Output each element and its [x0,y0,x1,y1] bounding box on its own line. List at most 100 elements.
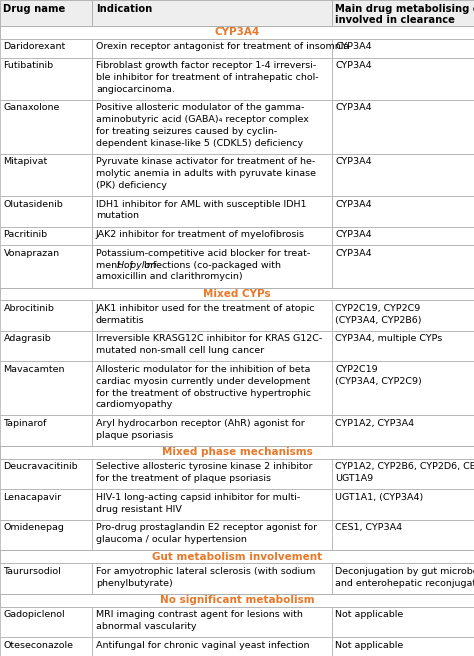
Bar [0,226,92,245]
Text: Fibroblast growth factor receptor 1-4 irreversi-: Fibroblast growth factor receptor 1-4 ir… [96,61,316,70]
Text: Deconjugation by gut microbes: Deconjugation by gut microbes [335,567,474,576]
Text: CYP3A4: CYP3A4 [335,199,372,209]
Bar [332,331,474,361]
Text: Taurursodiol: Taurursodiol [3,567,61,576]
Text: cardiomyopathy: cardiomyopathy [96,400,173,409]
Bar [92,0,332,26]
Bar [0,361,92,415]
Text: For amyotrophic lateral sclerosis (with sodium: For amyotrophic lateral sclerosis (with … [96,567,315,576]
Text: aminobutyric acid (GABA)₄ receptor complex: aminobutyric acid (GABA)₄ receptor compl… [96,115,309,124]
Text: Pyruvate kinase activator for treatment of he-: Pyruvate kinase activator for treatment … [96,157,315,167]
Text: JAK2 inhibitor for treatment of myelofibrosis: JAK2 inhibitor for treatment of myelofib… [96,230,305,239]
Text: Gadopiclenol: Gadopiclenol [3,610,65,619]
Bar [332,415,474,446]
Bar [92,564,332,594]
Text: Drug name: Drug name [3,3,66,14]
Text: involved in clearance: involved in clearance [335,15,455,26]
Text: angiocarcinoma.: angiocarcinoma. [96,85,175,94]
Text: MRI imaging contrast agent for lesions with: MRI imaging contrast agent for lesions w… [96,610,303,619]
Text: CYP2C19: CYP2C19 [335,365,378,374]
Text: Mitapivat: Mitapivat [3,157,48,167]
Text: Omidenepag: Omidenepag [3,523,64,533]
Text: UGT1A9: UGT1A9 [335,474,374,483]
Text: Adagrasib: Adagrasib [3,335,51,344]
Text: IDH1 inhibitor for AML with susceptible IDH1: IDH1 inhibitor for AML with susceptible … [96,199,306,209]
Text: Futibatinib: Futibatinib [3,61,54,70]
Text: Mixed CYPs: Mixed CYPs [203,289,271,299]
Bar [0,489,92,520]
Bar [0,637,92,656]
Bar [332,100,474,154]
Bar [332,637,474,656]
Text: for treating seizures caused by cyclin-: for treating seizures caused by cyclin- [96,127,277,136]
Text: Irreversible KRASG12C inhibitor for KRAS G12C-: Irreversible KRASG12C inhibitor for KRAS… [96,335,322,344]
Text: amoxicillin and clarithromycin): amoxicillin and clarithromycin) [96,272,243,281]
Text: molytic anemia in adults with pyruvate kinase: molytic anemia in adults with pyruvate k… [96,169,316,178]
Bar [92,361,332,415]
Text: CYP3A4: CYP3A4 [335,157,372,167]
Text: Infections (co-packaged with: Infections (co-packaged with [141,260,281,270]
Bar [0,100,92,154]
Text: CYP3A4: CYP3A4 [214,28,260,37]
Bar [0,459,92,489]
Text: dependent kinase-like 5 (CDKL5) deficiency: dependent kinase-like 5 (CDKL5) deficien… [96,138,303,148]
Bar [332,39,474,58]
Bar [92,226,332,245]
Bar [92,607,332,637]
Text: CYP3A4, multiple CYPs: CYP3A4, multiple CYPs [335,335,443,344]
Text: Allosteric modulator for the inhibition of beta: Allosteric modulator for the inhibition … [96,365,310,374]
Text: Not applicable: Not applicable [335,610,403,619]
Text: CYP1A2, CYP2B6, CYP2D6, CES2,: CYP1A2, CYP2B6, CYP2D6, CES2, [335,462,474,472]
Text: Main drug metabolising enzymes: Main drug metabolising enzymes [335,3,474,14]
Text: No significant metabolism: No significant metabolism [160,595,314,605]
Text: mutated non-small cell lung cancer: mutated non-small cell lung cancer [96,346,264,356]
Bar [0,196,92,226]
Text: CYP3A4: CYP3A4 [335,249,372,258]
Text: CYP2C19, CYP2C9: CYP2C19, CYP2C9 [335,304,420,313]
Bar [0,550,474,564]
Text: Olutasidenib: Olutasidenib [3,199,63,209]
Bar [332,489,474,520]
Text: JAK1 inhibitor used for the treatment of atopic: JAK1 inhibitor used for the treatment of… [96,304,315,313]
Bar [332,154,474,196]
Bar [92,637,332,656]
Text: Lenacapavir: Lenacapavir [3,493,62,502]
Bar [0,287,474,300]
Bar [332,226,474,245]
Bar [92,415,332,446]
Bar [0,564,92,594]
Text: Daridorexant: Daridorexant [3,43,66,51]
Text: mutation: mutation [96,211,139,220]
Bar [0,446,474,459]
Bar [92,154,332,196]
Text: phenylbutyrate): phenylbutyrate) [96,579,173,588]
Text: H. pylori: H. pylori [117,260,157,270]
Text: Ganaxolone: Ganaxolone [3,104,60,112]
Text: Vonaprazan: Vonaprazan [3,249,60,258]
Bar [92,245,332,287]
Text: CES1, CYP3A4: CES1, CYP3A4 [335,523,402,533]
Bar [92,58,332,100]
Bar [332,520,474,550]
Text: dermatitis: dermatitis [96,316,145,325]
Bar [332,564,474,594]
Bar [332,300,474,331]
Text: ble inhibitor for treatment of intrahepatic chol-: ble inhibitor for treatment of intrahepa… [96,73,319,82]
Bar [332,361,474,415]
Bar [0,331,92,361]
Text: Abrocitinib: Abrocitinib [3,304,55,313]
Text: CYP3A4: CYP3A4 [335,104,372,112]
Bar [332,607,474,637]
Text: Selective allosteric tyrosine kinase 2 inhibitor: Selective allosteric tyrosine kinase 2 i… [96,462,312,472]
Text: Antifungal for chronic vaginal yeast infection: Antifungal for chronic vaginal yeast inf… [96,641,310,650]
Text: Orexin receptor antagonist for treatment of insomnia: Orexin receptor antagonist for treatment… [96,43,349,51]
Text: (PK) deficiency: (PK) deficiency [96,181,167,190]
Bar [332,245,474,287]
Text: Not applicable: Not applicable [335,641,403,650]
Text: Oteseconazole: Oteseconazole [3,641,73,650]
Bar [0,415,92,446]
Text: for the treatment of plaque psoriasis: for the treatment of plaque psoriasis [96,474,271,483]
Text: drug resistant HIV: drug resistant HIV [96,504,182,514]
Bar [0,26,474,39]
Bar [0,39,92,58]
